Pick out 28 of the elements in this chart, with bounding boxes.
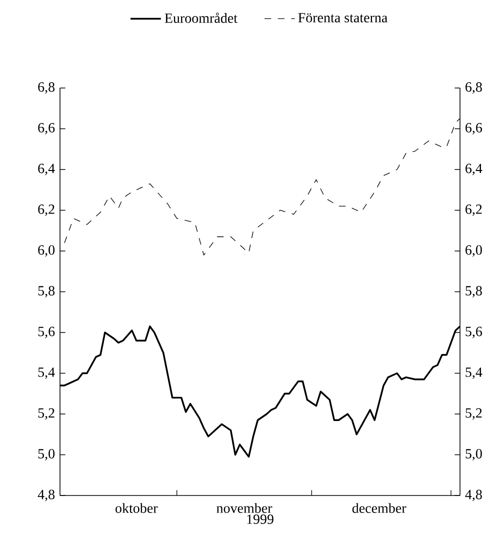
- y-tick-label: 4,8: [38, 490, 55, 502]
- x-tick-label: oktober: [116, 503, 158, 513]
- y-tick-label: 5,0: [38, 449, 55, 460]
- y2-tick-label: 5,8: [466, 286, 482, 298]
- y2-tick-label: 5,2: [466, 408, 482, 420]
- y-tick-label: 6,8: [38, 82, 55, 94]
- y-tick-label: 6,4: [38, 164, 55, 176]
- y-tick-label: 6,2: [38, 204, 54, 216]
- legend-label: Euroområdet: [164, 12, 238, 23]
- y2-tick-label: 6,2: [466, 204, 482, 216]
- y-tick-label: 5,6: [38, 326, 55, 338]
- y2-tick-label: 4,8: [465, 490, 482, 502]
- x-axis-title: 1999: [247, 514, 274, 524]
- y2-tick-label: 6,8: [466, 82, 482, 94]
- y2-tick-label: 5,6: [466, 326, 482, 338]
- y2-tick-label: 5,0: [466, 449, 482, 460]
- y-tick-label: 5,8: [38, 286, 55, 298]
- y2-tick-label: 6,4: [466, 164, 482, 176]
- y2-tick-label: 6,0: [466, 245, 482, 257]
- y2-tick-label: 6,6: [466, 123, 482, 134]
- y-tick-label: 6,0: [38, 245, 55, 257]
- x-tick-label: december: [352, 503, 406, 513]
- y-tick-label: 6,6: [38, 123, 55, 134]
- x-tick-label: november: [216, 503, 272, 513]
- y-tick-label: 5,4: [38, 368, 55, 379]
- y2-tick-label: 5,4: [466, 368, 482, 379]
- legend-label: Förenta staterna: [298, 13, 388, 22]
- y-tick-label: 5,2: [38, 408, 54, 420]
